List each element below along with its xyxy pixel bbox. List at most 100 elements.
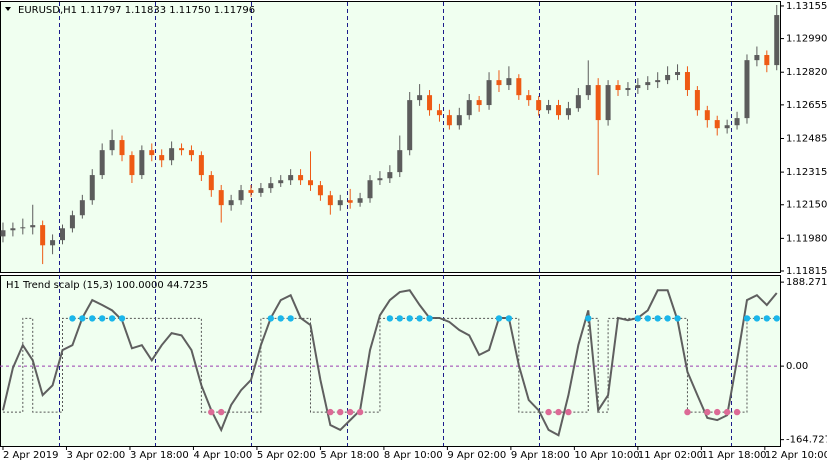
- signal-dot: [674, 315, 681, 322]
- x-tick-label: 10 Apr 10:00: [574, 450, 639, 461]
- signal-dot: [664, 315, 671, 322]
- y-tick-label: 1.13155: [786, 1, 827, 12]
- signal-dot: [495, 315, 503, 322]
- signal-dot: [634, 315, 642, 322]
- candle-body: [198, 155, 204, 176]
- candle-body: [50, 240, 56, 246]
- candle-body: [605, 85, 611, 121]
- signal-dot: [585, 315, 592, 322]
- x-tick-label: 5 Apr 02:00: [257, 450, 316, 461]
- candle-body: [774, 15, 780, 66]
- candle-body: [40, 225, 46, 246]
- candle-body: [565, 108, 571, 116]
- x-tick-label: 11 Apr 18:00: [701, 450, 766, 461]
- indicator-line: [2, 289, 778, 437]
- candle-body: [635, 85, 641, 89]
- signal-dot: [773, 315, 780, 322]
- candle-body: [258, 188, 264, 193]
- candle-body: [615, 85, 621, 91]
- signal-dot: [714, 408, 721, 416]
- signal-dot: [118, 315, 126, 322]
- signal-dot: [89, 315, 96, 322]
- signal-dot: [277, 315, 284, 322]
- candle-body: [109, 140, 115, 151]
- x-tick-label: 11 Apr 02:00: [638, 450, 703, 461]
- candle-body: [536, 100, 542, 111]
- signal-dot: [386, 315, 394, 322]
- candle-body: [317, 185, 323, 196]
- candle-body: [595, 85, 601, 121]
- signal-dot: [267, 315, 275, 322]
- candle-body: [119, 140, 125, 156]
- candle-body: [734, 118, 740, 126]
- candle-body: [585, 85, 591, 96]
- candle-body: [69, 215, 75, 229]
- candle-body: [179, 148, 185, 151]
- signal-dot: [346, 408, 354, 416]
- candle-body: [139, 150, 145, 176]
- candle-body: [30, 225, 36, 228]
- signal-dot: [396, 315, 403, 322]
- signal-dot: [644, 315, 651, 322]
- candle-body: [546, 105, 552, 111]
- candle-body: [228, 200, 234, 206]
- candle-body: [307, 180, 313, 186]
- x-tick-label: 4 Apr 10:00: [193, 450, 252, 461]
- candle-body: [268, 183, 274, 189]
- candle-body: [754, 55, 760, 61]
- candle-body: [337, 200, 343, 206]
- signal-dot: [69, 315, 76, 322]
- y-tick-label: 1.12820: [786, 67, 827, 78]
- candle-body: [0, 230, 6, 237]
- candle-body: [288, 175, 294, 181]
- signal-dot: [406, 315, 413, 322]
- signal-dot: [763, 315, 771, 322]
- candle-body: [665, 74, 671, 81]
- price-panel: [0, 1, 781, 273]
- candle-body: [555, 105, 561, 116]
- period-separators: [59, 2, 732, 446]
- candle-body: [377, 178, 383, 181]
- signal-dot: [416, 315, 423, 322]
- signal-dot: [545, 408, 552, 416]
- candle-body: [357, 198, 363, 203]
- candle-body: [486, 80, 492, 106]
- candle-body: [724, 125, 730, 129]
- candle-body: [744, 60, 750, 119]
- candle-body: [159, 155, 165, 161]
- candle-body: [456, 115, 462, 126]
- candle-body: [427, 95, 433, 111]
- candle-body: [278, 180, 284, 184]
- y-tick-label: 1.12485: [786, 133, 827, 144]
- candle-body: [625, 88, 631, 91]
- candle-body: [248, 190, 254, 193]
- y-tick-label: 0.00: [786, 361, 808, 372]
- signal-dot: [505, 315, 513, 322]
- signal-dot: [565, 408, 572, 416]
- signal-dot: [218, 408, 225, 416]
- y-tick-label: 1.11980: [786, 233, 827, 244]
- candle-body: [397, 150, 403, 173]
- menu-arrow: [5, 7, 11, 11]
- signal-dot: [684, 408, 691, 416]
- candle-body: [327, 195, 333, 206]
- y-tick-label: 1.11815: [786, 266, 827, 277]
- candle-body: [407, 100, 413, 151]
- signal-dot: [108, 315, 116, 322]
- candle-body: [129, 155, 135, 176]
- indicator-panel: [0, 275, 781, 447]
- x-tick-label: 8 Apr 10:00: [384, 450, 443, 461]
- signal-dot: [555, 408, 562, 416]
- candle-body: [436, 110, 442, 116]
- candle-body: [704, 110, 710, 121]
- y-tick-label: 1.12990: [786, 34, 827, 45]
- x-tick-label: 3 Apr 02:00: [66, 450, 125, 461]
- signal-dot: [98, 315, 106, 322]
- candle-body: [446, 115, 452, 126]
- candle-body: [238, 190, 244, 201]
- candle-body: [466, 100, 472, 116]
- candle-body: [59, 228, 65, 241]
- candle-body: [149, 150, 155, 156]
- candle-body: [208, 175, 214, 191]
- signal-dot: [654, 315, 661, 322]
